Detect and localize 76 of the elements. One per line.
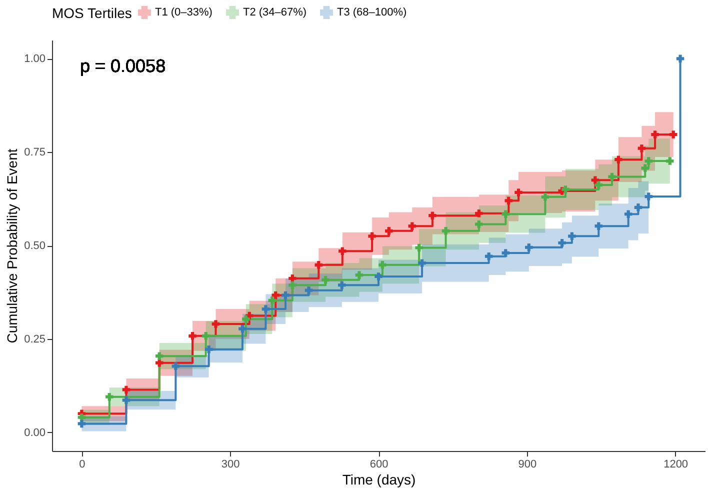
- point: [304, 286, 313, 294]
- point: [78, 420, 86, 428]
- point: [202, 332, 210, 340]
- legend-label: T3 (68–100%): [337, 6, 407, 19]
- y-tick-label: 0.25: [24, 333, 46, 346]
- point: [644, 192, 652, 200]
- legend-title: MOS Tertiles: [52, 5, 132, 21]
- x-tick-label: 0: [79, 458, 86, 470]
- legend-label: T2 (34–67%): [243, 6, 307, 19]
- point: [651, 130, 659, 138]
- point: [408, 222, 416, 230]
- point: [541, 193, 550, 201]
- x-tick-label: 900: [518, 458, 537, 470]
- point: [288, 281, 296, 289]
- point: [262, 305, 270, 313]
- annotation: p = 0.0058: [80, 56, 166, 76]
- y-tick-label: 0.50: [24, 240, 46, 252]
- point: [502, 210, 510, 218]
- point: [442, 227, 450, 235]
- point: [242, 315, 250, 323]
- point: [638, 144, 646, 152]
- point: [155, 352, 164, 360]
- point: [502, 249, 510, 257]
- x-tick-label: 600: [370, 458, 388, 470]
- point: [374, 272, 382, 280]
- point: [475, 209, 483, 218]
- point: [594, 222, 603, 230]
- point: [322, 276, 330, 284]
- y-tick-label: 0.75: [24, 146, 46, 159]
- y-axis-title: Cumulative Probability of Event: [4, 148, 20, 344]
- point: [172, 362, 180, 370]
- point: [355, 271, 364, 279]
- point: [591, 176, 600, 184]
- point: [415, 244, 423, 252]
- y-tick-label: 0.00: [24, 426, 46, 439]
- point: [514, 188, 522, 196]
- point: [676, 54, 684, 63]
- point: [608, 172, 616, 181]
- point: [634, 204, 642, 212]
- point: [484, 252, 493, 260]
- point: [644, 157, 652, 165]
- point: [418, 259, 426, 267]
- point: [238, 324, 246, 333]
- point: [614, 156, 622, 164]
- point: [594, 181, 603, 189]
- point: [568, 232, 576, 240]
- y-tick-label: 1.00: [24, 53, 46, 66]
- point: [106, 392, 114, 401]
- point: [624, 210, 632, 218]
- point: [212, 320, 220, 328]
- legend-label: T1 (0–33%): [155, 6, 212, 19]
- point: [525, 243, 533, 252]
- point: [122, 386, 130, 394]
- point: [504, 196, 512, 205]
- point: [268, 296, 276, 304]
- point: [385, 227, 393, 235]
- point: [122, 396, 130, 404]
- x-tick-label: 1200: [664, 458, 688, 470]
- point: [428, 212, 436, 220]
- point: [641, 164, 650, 172]
- point: [378, 261, 386, 269]
- point: [558, 239, 566, 247]
- point: [204, 346, 213, 354]
- point: [669, 130, 678, 138]
- point: [188, 332, 196, 340]
- point: [314, 261, 323, 269]
- x-axis-title: Time (days): [342, 472, 416, 488]
- point: [562, 186, 570, 194]
- point: [282, 291, 290, 300]
- point: [368, 232, 376, 240]
- point: [475, 220, 483, 228]
- point: [338, 247, 346, 255]
- point: [666, 157, 674, 165]
- x-tick-label: 300: [221, 458, 240, 470]
- point: [338, 281, 346, 289]
- point: [272, 291, 280, 300]
